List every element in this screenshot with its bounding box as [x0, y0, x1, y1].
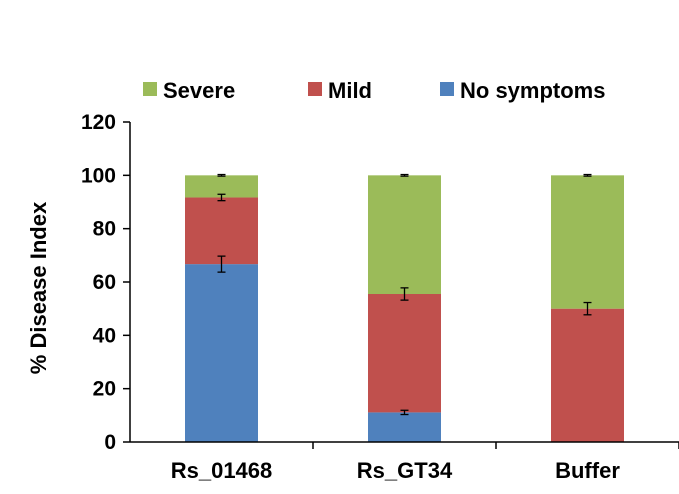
bar-mild	[368, 294, 441, 413]
x-category-label: Rs_GT34	[357, 458, 453, 483]
bar-mild	[185, 197, 258, 265]
legend-label: Severe	[163, 78, 235, 103]
y-tick-label: 0	[104, 431, 116, 454]
y-axis-title: % Disease Index	[26, 201, 51, 374]
error-bar	[400, 173, 409, 177]
bar-no-symptoms	[368, 412, 441, 442]
legend-swatch	[308, 82, 322, 96]
legend-label: No symptoms	[460, 78, 605, 103]
x-category-label: Buffer	[555, 458, 620, 483]
y-tick-label: 20	[93, 378, 116, 401]
error-bar	[400, 287, 409, 301]
error-bars	[217, 173, 592, 416]
bar-no-symptoms	[185, 264, 258, 442]
legend-label: Mild	[328, 78, 372, 103]
error-bar	[583, 301, 592, 316]
error-bar	[583, 173, 592, 177]
error-bar	[217, 255, 226, 273]
y-tick-label: 100	[81, 164, 116, 187]
bar-severe	[185, 175, 258, 198]
x-category-label: Rs_01468	[171, 458, 273, 483]
error-bar	[217, 193, 226, 202]
y-tick-label: 120	[81, 111, 116, 134]
legend-swatch	[440, 82, 454, 96]
bar-severe	[551, 175, 624, 309]
y-tick-label: 80	[93, 218, 116, 241]
bar-mild	[551, 308, 624, 442]
bar-severe	[368, 175, 441, 294]
legend-swatch	[143, 82, 157, 96]
error-bar	[400, 409, 409, 416]
x-ticks: Rs_01468 Rs_GT34 Buffer	[171, 442, 679, 483]
bars	[185, 175, 624, 442]
error-bar	[217, 173, 226, 177]
y-ticks: 0 20 40 60 80 100 120	[81, 111, 130, 454]
y-tick-label: 40	[93, 324, 116, 347]
y-tick-label: 60	[93, 271, 116, 294]
legend: Severe Mild No symptoms	[143, 78, 605, 103]
